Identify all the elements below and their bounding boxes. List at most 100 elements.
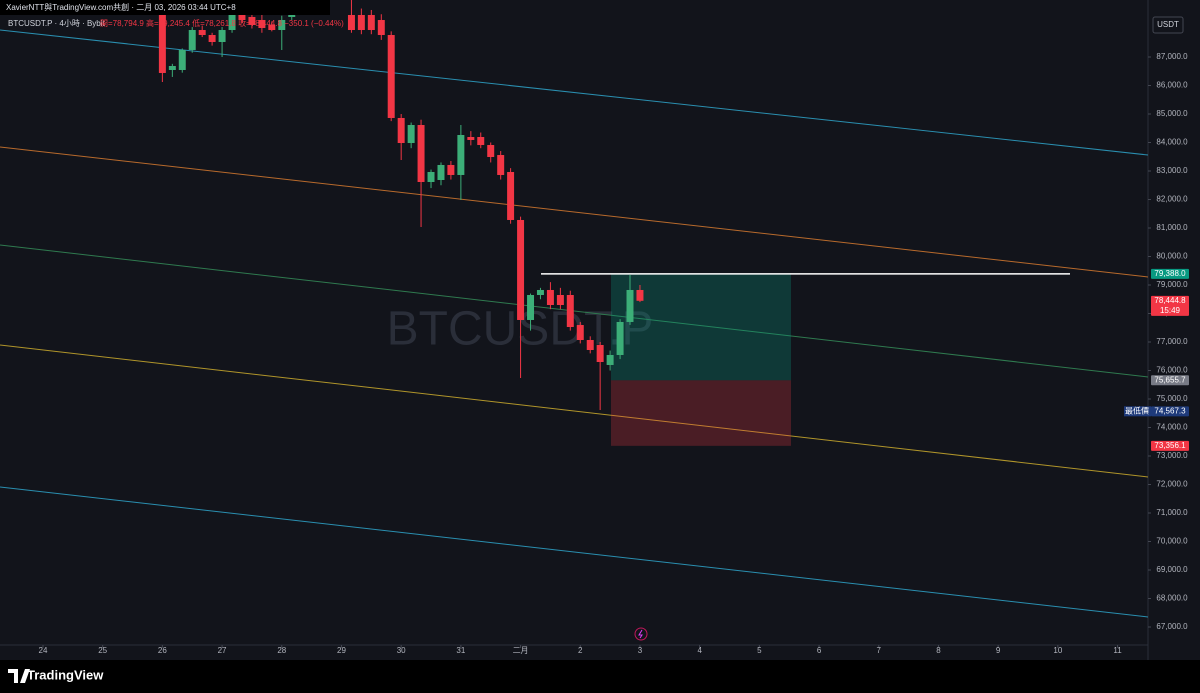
y-tick-label: 81,000.0: [1156, 223, 1188, 232]
x-tick-label: 10: [1053, 646, 1062, 655]
candle-body: [536, 289, 544, 295]
candle-body: [268, 24, 276, 31]
x-tick-label: 4: [697, 646, 702, 655]
event-icon[interactable]: [634, 627, 648, 641]
candle-body: [556, 294, 564, 306]
y-tick-label: 70,000.0: [1156, 537, 1188, 546]
symbol: BTCUSDT.P · 4小時 · Bybit: [8, 19, 106, 28]
candle-body: [497, 155, 505, 175]
candle-body: [218, 30, 226, 43]
candle-body: [208, 34, 216, 43]
y-tick-label: 73,000.0: [1156, 451, 1188, 460]
candle-body: [457, 135, 465, 175]
candle-body: [527, 294, 535, 320]
candle-body: [487, 145, 495, 158]
x-tick-label: 11: [1113, 646, 1122, 655]
x-tick-label: 3: [638, 646, 643, 655]
candle-body: [566, 294, 574, 328]
x-tick-label: 6: [817, 646, 822, 655]
axes: 67,000.0 68,000.0 69,000.0 70,000.0 71,000.0…: [39, 52, 1189, 655]
footer: [0, 660, 1200, 693]
header-band: [0, 0, 330, 15]
price-label-box: [1151, 440, 1189, 451]
candle-body: [417, 124, 425, 182]
candle-body: [626, 289, 634, 322]
candle-body: [546, 289, 554, 306]
candle-body: [427, 171, 435, 182]
price-label-box: [1151, 406, 1189, 417]
x-tick-label: 27: [218, 646, 227, 655]
x-tick-label: 29: [337, 646, 346, 655]
candle-body: [586, 339, 594, 351]
candle-body: [576, 325, 584, 340]
candle-body: [357, 14, 365, 31]
channel-line: [0, 486, 1148, 618]
x-tick-label: 31: [456, 646, 465, 655]
x-tick-label: 9: [996, 646, 1001, 655]
x-tick-label: 26: [158, 646, 167, 655]
candle-body: [477, 136, 485, 146]
candle-body: [596, 344, 604, 363]
currency-box[interactable]: [1152, 16, 1184, 34]
candle-body: [377, 20, 385, 35]
candle-body: [178, 49, 186, 70]
y-tick-label: 82,000.0: [1156, 195, 1188, 204]
y-tick-label: 77,000.0: [1156, 337, 1188, 346]
candle-body: [158, 0, 166, 73]
candle-body: [636, 289, 644, 301]
candle-body: [347, 14, 355, 31]
brand-logo: [8, 669, 30, 683]
candle-body: [437, 164, 445, 181]
y-tick-label: 74,000.0: [1156, 423, 1188, 432]
candle-body: [258, 20, 266, 28]
y-tick-label: 85,000.0: [1156, 109, 1188, 118]
y-tick-label: 86,000.0: [1156, 81, 1188, 90]
price-label: 78,444.8: [1154, 296, 1186, 305]
y-tick-label: 68,000.0: [1156, 594, 1188, 603]
channel-line: [0, 146, 1148, 278]
x-tick-label: 2: [578, 646, 583, 655]
x-tick-label: 5: [757, 646, 762, 655]
candle-body: [447, 164, 455, 175]
x-tick-label: 7: [877, 646, 882, 655]
candle-body: [367, 14, 375, 31]
currency: USDT: [1157, 20, 1179, 29]
candle-body: [248, 16, 256, 25]
x-tick-label: 8: [936, 646, 941, 655]
y-tick-label: 87,000.0: [1156, 52, 1188, 61]
header-title: XavierNTT與TradingView.com共創 · 二月 03, 202…: [6, 2, 236, 12]
candle-body: [168, 66, 176, 70]
channel-line: [0, 244, 1148, 378]
candle-body: [517, 219, 525, 320]
candle-body: [278, 20, 286, 31]
candle-body: [407, 124, 415, 144]
y-tick-label: 84,000.0: [1156, 138, 1188, 147]
price-label-sub: 15:49: [1160, 306, 1181, 315]
y-tick-label: 72,000.0: [1156, 480, 1188, 489]
price-label-box: [1151, 375, 1189, 386]
candle-body: [188, 30, 196, 50]
price-label: 73,356.1: [1154, 441, 1186, 450]
y-tick-label: 76,000.0: [1156, 366, 1188, 375]
x-tick-label: 24: [39, 646, 48, 655]
candle-body: [606, 354, 614, 365]
price-label: 79,388.0: [1154, 269, 1186, 278]
candle-body: [507, 171, 515, 220]
candle-body: [238, 14, 246, 21]
event-icon-bolt: [638, 629, 643, 639]
candle-body: [387, 34, 395, 118]
drawings: [0, 29, 1148, 618]
x-tick-label: 28: [277, 646, 286, 655]
y-tick-label: 67,000.0: [1156, 622, 1188, 631]
stop-zone: [611, 380, 791, 446]
y-tick-label: 80,000.0: [1156, 252, 1188, 261]
plot: [158, 0, 1070, 446]
channel-line: [0, 344, 1148, 478]
candle-body: [228, 14, 236, 31]
price-label-box: [1151, 268, 1189, 279]
candle-body: [198, 30, 206, 35]
channel-line: [0, 29, 1148, 156]
background: [0, 0, 1200, 660]
price-label-box: [1151, 295, 1189, 316]
